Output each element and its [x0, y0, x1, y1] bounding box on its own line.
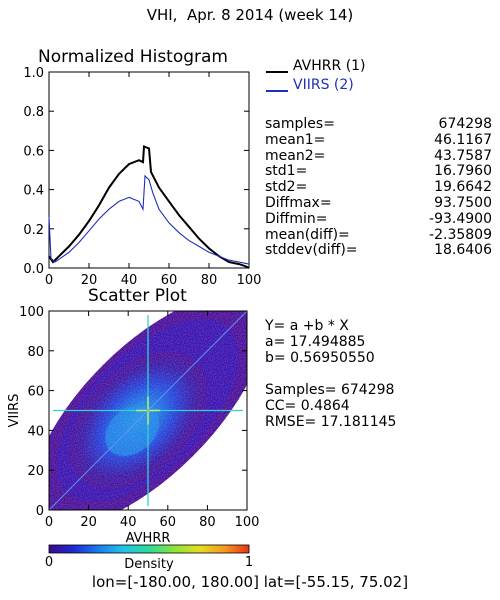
- rmse-text: RMSE= 17.181145: [265, 414, 397, 430]
- stat-label: stddev(diff)=: [265, 242, 358, 259]
- samples-text: Samples= 674298: [265, 382, 395, 398]
- series-line-viirs: [48, 174, 250, 265]
- y-tick-label: 100: [19, 305, 44, 320]
- colorbar: [48, 544, 250, 554]
- x-tick-label: 100: [237, 273, 262, 288]
- stat-value: 19.6642: [434, 179, 492, 196]
- colorbar-max-label: 1: [245, 555, 253, 570]
- y-axis-label: VIIRS: [7, 394, 22, 428]
- cc-text: CC= 0.4864: [265, 398, 350, 414]
- histogram-frame: [48, 71, 250, 269]
- histogram-title: Normalized Histogram: [38, 47, 228, 67]
- y-tick-label: 0.4: [23, 184, 44, 199]
- y-tick-label: 0.0: [23, 262, 44, 277]
- stat-label: std1=: [265, 163, 308, 180]
- stat-label: mean(diff)=: [265, 226, 350, 243]
- main-title: VHI, Apr. 8 2014 (week 14): [146, 6, 354, 24]
- x-tick-label: 20: [80, 515, 97, 530]
- stat-value: 16.7960: [434, 163, 492, 180]
- scatter-density: [49, 311, 247, 510]
- stat-value: 93.7500: [434, 195, 492, 211]
- stat-label: Diffmax=: [265, 195, 332, 211]
- scatter-frame: [48, 310, 248, 511]
- x-tick-label: 80: [201, 273, 218, 288]
- y-tick-label: 40: [27, 424, 44, 439]
- x-tick-label: 0: [45, 273, 53, 288]
- x-tick-label: 60: [160, 515, 177, 530]
- stat-value: 18.6406: [434, 242, 492, 259]
- x-tick-label: 100: [235, 515, 260, 530]
- legend-label-avhrr: AVHRR (1): [293, 58, 366, 74]
- y-tick-label: 20: [27, 464, 44, 479]
- colorbar-label: Density: [124, 557, 174, 572]
- legend-line-avhrr: [266, 71, 288, 73]
- fit-a: a= 17.494885: [265, 334, 366, 350]
- y-tick-label: 60: [27, 385, 44, 400]
- fit-b: b= 0.56950550: [265, 350, 375, 366]
- x-axis-label: AVHRR: [126, 531, 171, 546]
- x-tick-label: 80: [199, 515, 216, 530]
- stat-value: 674298: [438, 116, 492, 132]
- colorbar-min-label: 0: [45, 555, 53, 570]
- fit-equation: Y= a +b * X: [265, 318, 349, 334]
- y-tick-label: 0: [36, 504, 44, 519]
- y-tick-label: 80: [27, 345, 44, 360]
- x-tick-label: 20: [81, 273, 98, 288]
- stat-label: mean1=: [265, 131, 326, 148]
- x-tick-label: 60: [161, 273, 178, 288]
- stat-label: mean2=: [265, 147, 326, 164]
- stat-label: std2=: [265, 179, 308, 196]
- series-line-avhrr: [48, 145, 250, 269]
- legend-label-viirs: VIIRS (2): [293, 77, 354, 93]
- stat-value: -2.35809: [429, 226, 492, 243]
- x-tick-label: 40: [120, 515, 137, 530]
- x-tick-label: 0: [45, 515, 53, 530]
- stat-label: Diffmin=: [265, 210, 328, 227]
- footer-range: lon=[-180.00, 180.00] lat=[-55.15, 75.02…: [91, 573, 409, 591]
- y-tick-label: 1.0: [23, 66, 44, 81]
- scatter-title: Scatter Plot: [88, 286, 187, 306]
- stat-value: -93.4900: [429, 210, 492, 227]
- stat-value: 43.7587: [434, 147, 492, 164]
- x-tick-label: 40: [121, 273, 138, 288]
- y-tick-label: 0.6: [23, 144, 44, 159]
- legend-line-viirs: [266, 90, 288, 92]
- stat-value: 46.1167: [434, 131, 492, 148]
- stat-label: samples=: [265, 116, 335, 132]
- one-to-one-line: [49, 311, 247, 510]
- y-tick-label: 0.8: [23, 105, 44, 120]
- y-tick-label: 0.2: [23, 223, 44, 238]
